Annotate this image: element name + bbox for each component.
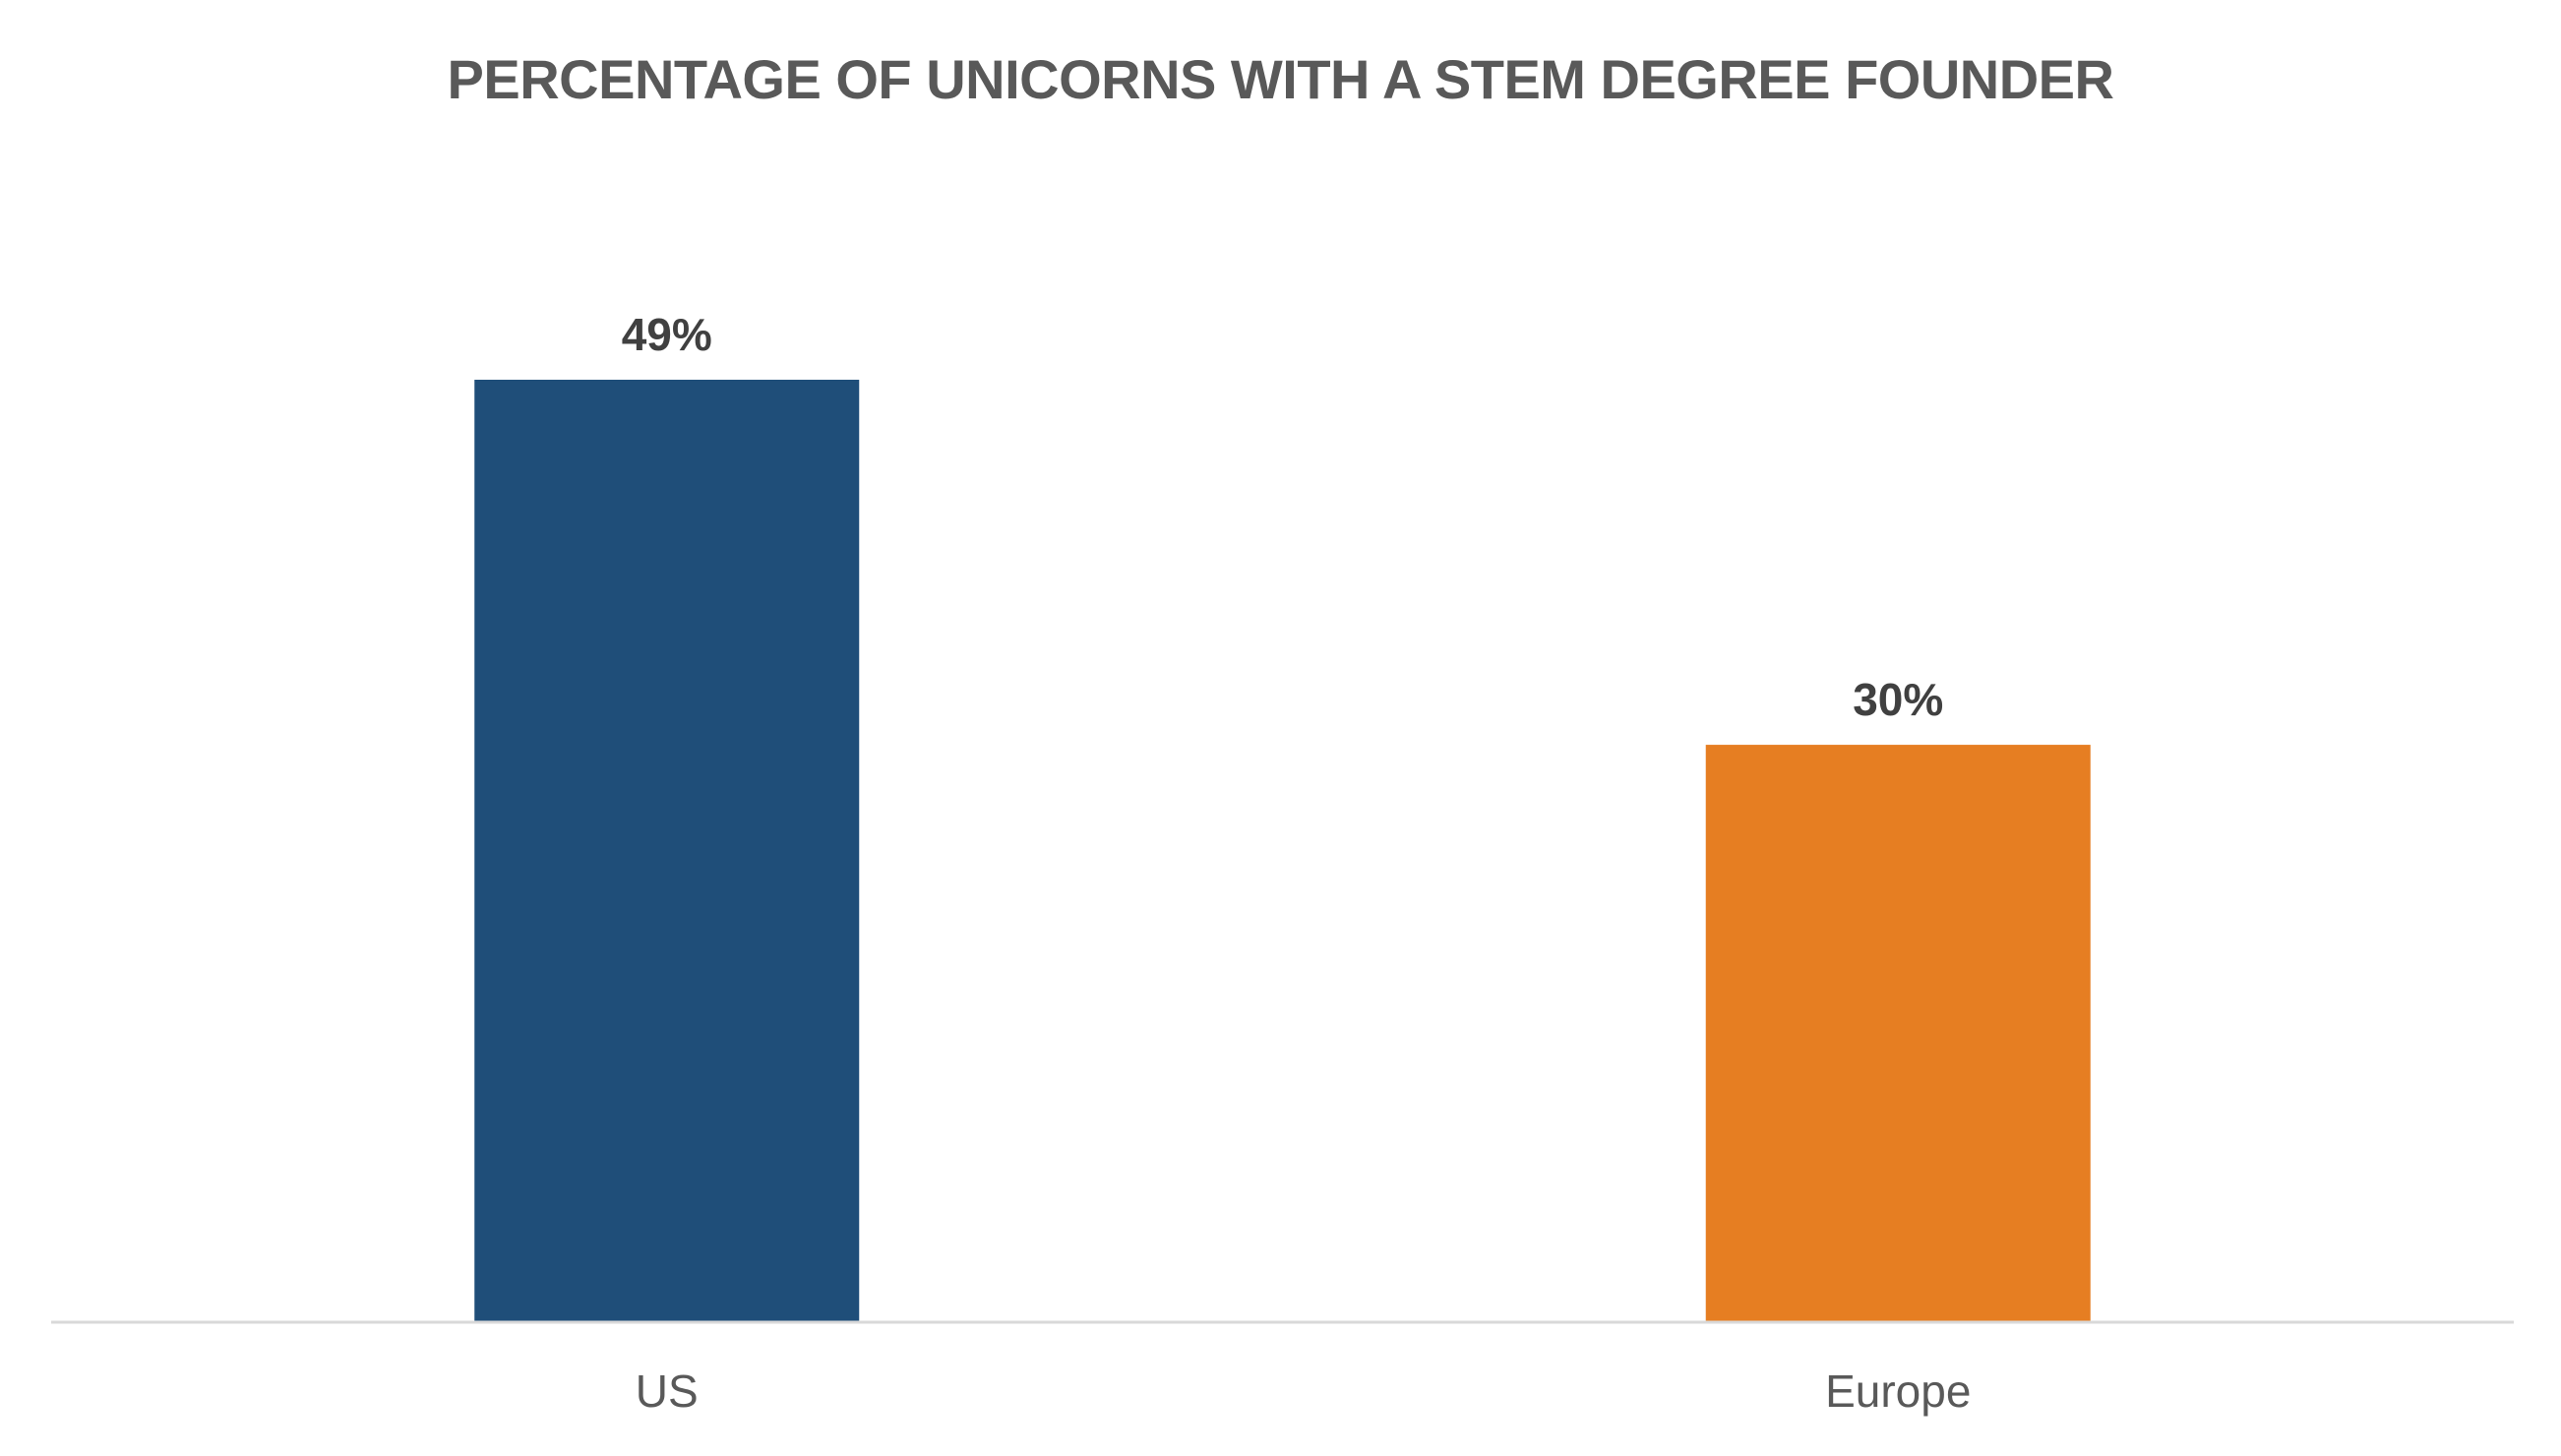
data-labels-group: 49% 30% <box>622 309 1944 725</box>
x-tick-label-europe: Europe <box>1825 1365 1971 1417</box>
x-tick-label-us: US <box>636 1365 699 1417</box>
bar-europe <box>1705 745 2091 1321</box>
bar-us <box>474 380 860 1321</box>
bars-group <box>474 380 2091 1321</box>
data-label-europe: 30% <box>1853 674 1943 725</box>
x-tick-labels-group: US Europe <box>636 1365 1972 1417</box>
chart-title: PERCENTAGE OF UNICORNS WITH A STEM DEGRE… <box>447 48 2114 110</box>
data-label-us: 49% <box>622 309 712 360</box>
